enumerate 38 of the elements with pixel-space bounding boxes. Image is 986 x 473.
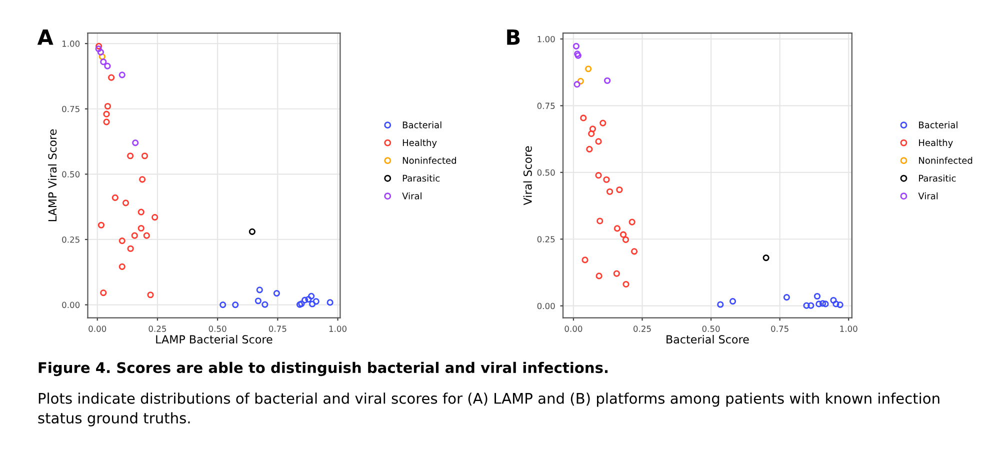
x-tick-label: 0.25 (148, 326, 166, 332)
x-axis-title: LAMP Bacterial Score (156, 334, 272, 344)
chart-title: A (37, 30, 54, 45)
x-tick-label: 1.00 (840, 326, 858, 332)
legend-label: Healthy (919, 139, 953, 148)
caption: Figure 4. Scores are able to distinguish bacterial and viral infections. (38, 362, 608, 376)
y-tick-label: 0.25 (62, 236, 80, 243)
legend-label: Noninfected (919, 156, 972, 164)
legend-label: Parasitic (402, 174, 440, 182)
x-tick-label: 0.00 (564, 326, 582, 332)
y-tick-label: 0.50 (62, 171, 80, 178)
x-tick-label: 0.50 (702, 326, 720, 332)
x-tick-label: 0.00 (88, 326, 106, 332)
y-tick-label: 0.25 (537, 236, 555, 242)
x-tick-label: 0.75 (268, 326, 286, 332)
legend-label: Bacterial (402, 121, 442, 128)
x-tick-label: 1.00 (329, 326, 346, 332)
y-tick-label: 0.00 (537, 302, 555, 310)
legend-label: Bacterial (919, 121, 958, 128)
legend-label: Healthy (402, 139, 437, 148)
text: Plots indicate distributions of bacterial and viral scores for (A) LAMP and (B) platforms among patients with known infection status ground truths. (38, 392, 940, 426)
chart-title: B (507, 30, 520, 45)
x-tick-label: 0.25 (634, 326, 651, 332)
legend-label: Viral (402, 192, 422, 200)
y-axis-title: LAMP Viral Score (48, 129, 57, 222)
x-tick-label: 0.50 (208, 326, 226, 332)
y-tick-label: 0.75 (62, 106, 80, 112)
y-tick-label: 1.00 (62, 40, 80, 47)
y-tick-label: 0.00 (62, 302, 80, 308)
y-tick-label: 0.75 (537, 102, 555, 109)
y-tick-label: 1.00 (538, 36, 555, 42)
legend-label: Noninfected (402, 156, 456, 164)
legend-label: Parasitic (919, 174, 956, 182)
y-axis-title: Viral Score (523, 146, 532, 206)
x-axis-title: Bacterial Score (666, 334, 749, 344)
x-tick-label: 0.75 (771, 326, 788, 332)
y-tick-label: 0.50 (537, 169, 555, 176)
legend-label: Viral (918, 192, 938, 200)
